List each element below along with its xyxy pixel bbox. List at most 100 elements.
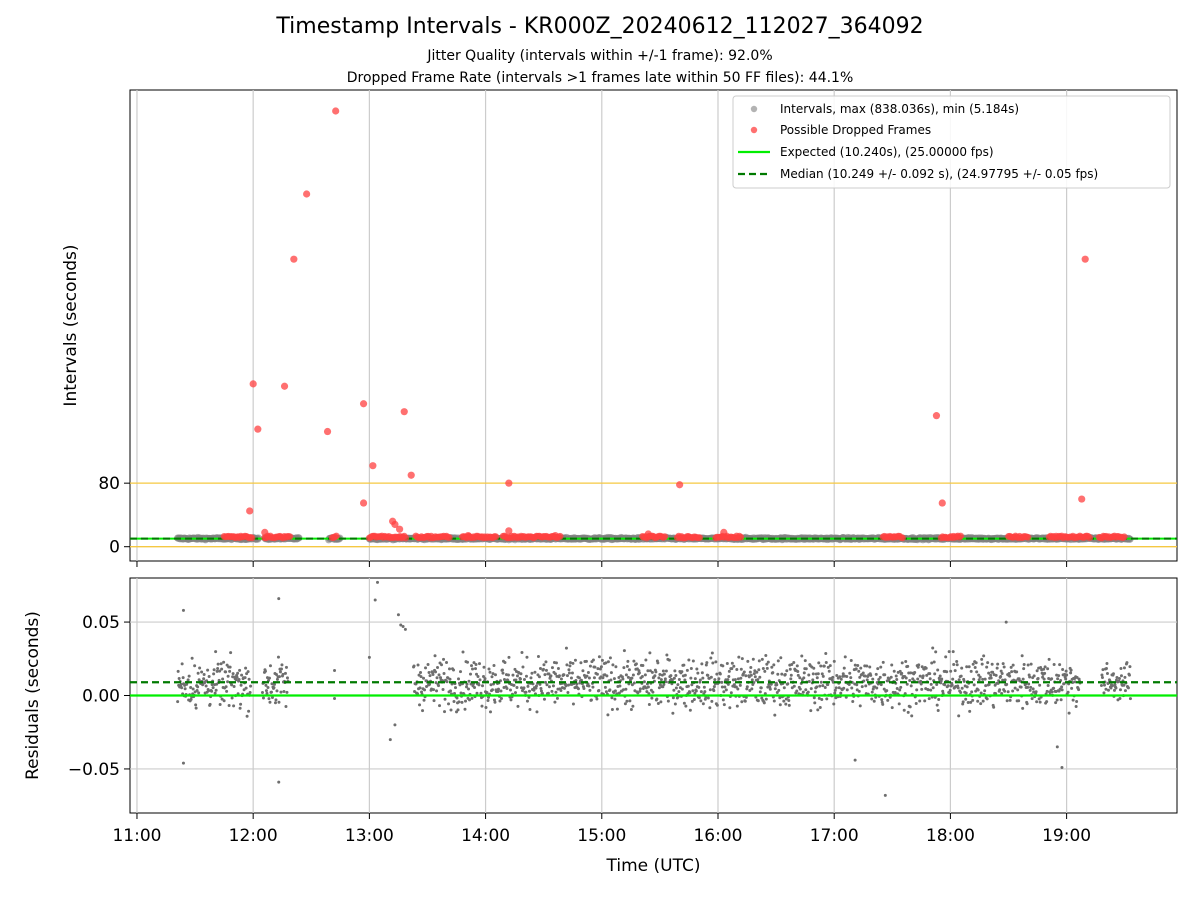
residual-point-1066 — [845, 674, 849, 678]
residual-point-221 — [423, 688, 427, 692]
residual-point-701 — [662, 672, 666, 676]
residual-point-298 — [461, 650, 465, 654]
residual-point-1206 — [915, 688, 919, 692]
residual-point-1248 — [936, 668, 940, 672]
residual-point-1196 — [910, 714, 914, 718]
residual-point-570 — [597, 689, 601, 693]
residual-point-933 — [778, 703, 782, 707]
residual-point-922 — [773, 713, 777, 717]
residual-point-905 — [764, 697, 768, 701]
time-x-tick-label-6: 17:00 — [810, 826, 859, 846]
residual-point-983 — [803, 659, 807, 663]
residual-point-294 — [459, 691, 463, 695]
residual-point-518 — [571, 661, 575, 665]
residual-point-661 — [642, 680, 646, 684]
residual-point-177 — [275, 677, 279, 681]
residual-point-71 — [211, 686, 215, 690]
residual-point-771 — [697, 696, 701, 700]
residual-point-220 — [422, 698, 426, 702]
residual-point-455 — [539, 689, 543, 693]
residual-point-847 — [735, 704, 739, 708]
residual-point-1375 — [999, 669, 1003, 673]
residual-point-893 — [758, 690, 762, 694]
residual-point-238 — [431, 673, 435, 677]
residual-point-747 — [685, 668, 689, 672]
residual-point-1514 — [1069, 671, 1073, 675]
residual-point-1074 — [849, 676, 853, 680]
residual-point-426 — [525, 655, 529, 659]
residual-point-1329 — [976, 688, 980, 692]
residual-point-158 — [266, 685, 270, 689]
residual-point-941 — [782, 686, 786, 690]
residual-point-0 — [176, 700, 180, 704]
residual-point-1041 — [832, 659, 836, 663]
residual-point-1558 — [1111, 672, 1115, 676]
residual-point-1377 — [1000, 671, 1004, 675]
residual-point-127 — [239, 683, 243, 687]
residual-point-737 — [680, 687, 684, 691]
residual-point-1326 — [975, 670, 979, 674]
residual-point-143 — [247, 677, 251, 681]
residuals-y-tick-label-1: 0.00 — [82, 687, 120, 707]
residual-point-339 — [481, 674, 485, 678]
residual-point-719 — [671, 696, 675, 700]
residual-point-1085 — [854, 667, 858, 671]
residual-point-752 — [688, 690, 692, 694]
residual-point-781 — [702, 685, 706, 689]
residual-point-1403 — [1013, 686, 1017, 690]
residual-point-420 — [522, 686, 526, 690]
residual-point-1013 — [818, 705, 822, 709]
residual-point-718 — [671, 711, 675, 715]
residual-point-1146 — [885, 689, 889, 693]
residual-point-777 — [700, 671, 704, 675]
residual-point-272 — [448, 677, 452, 681]
residual-point-160 — [267, 697, 271, 701]
residual-point-479 — [551, 684, 555, 688]
residual-point-363 — [493, 673, 497, 677]
residual-point-920 — [772, 663, 776, 667]
residual-point-77 — [214, 688, 218, 692]
residual-point-403 — [513, 691, 517, 695]
residual-point-1387 — [1005, 699, 1009, 703]
residual-point-246 — [435, 676, 439, 680]
residual-point-830 — [727, 674, 731, 678]
residual-point-1606 — [401, 624, 405, 628]
residual-point-390 — [507, 655, 511, 659]
residual-point-258 — [441, 688, 445, 692]
residual-point-629 — [626, 675, 630, 679]
residual-point-1399 — [1011, 663, 1015, 667]
residual-point-181 — [277, 675, 281, 679]
residual-point-848 — [736, 687, 740, 691]
residual-point-595 — [609, 671, 613, 675]
residual-point-553 — [588, 664, 592, 668]
residual-point-232 — [428, 674, 432, 678]
residual-point-1246 — [935, 682, 939, 686]
residual-point-1574 — [1119, 674, 1123, 678]
residual-point-1060 — [842, 686, 846, 690]
residual-point-677 — [650, 670, 654, 674]
residual-point-1249 — [936, 709, 940, 713]
legend-median-label: Median (10.249 +/- 0.092 s), (24.97795 +… — [780, 167, 1098, 181]
residual-point-37 — [194, 706, 198, 710]
residual-point-1007 — [815, 676, 819, 680]
legend-expected-label: Expected (10.240s), (25.00000 fps) — [780, 145, 994, 159]
residual-point-810 — [717, 677, 721, 681]
residual-point-261 — [443, 710, 447, 714]
residual-point-348 — [486, 698, 490, 702]
residual-point-881 — [752, 672, 756, 676]
residual-point-1291 — [957, 678, 961, 682]
residual-point-346 — [485, 690, 489, 694]
residual-point-357 — [490, 688, 494, 692]
residual-point-864 — [744, 674, 748, 678]
residual-point-1195 — [909, 684, 913, 688]
residual-point-1280 — [952, 663, 956, 667]
residual-point-1415 — [1019, 685, 1023, 689]
residual-point-775 — [699, 690, 703, 694]
residual-point-921 — [772, 699, 776, 703]
residual-point-523 — [573, 658, 577, 662]
residual-point-1530 — [1077, 688, 1081, 692]
residual-point-125 — [238, 706, 242, 710]
residual-point-375 — [499, 697, 503, 701]
residual-point-653 — [638, 687, 642, 691]
residual-point-469 — [546, 691, 550, 695]
